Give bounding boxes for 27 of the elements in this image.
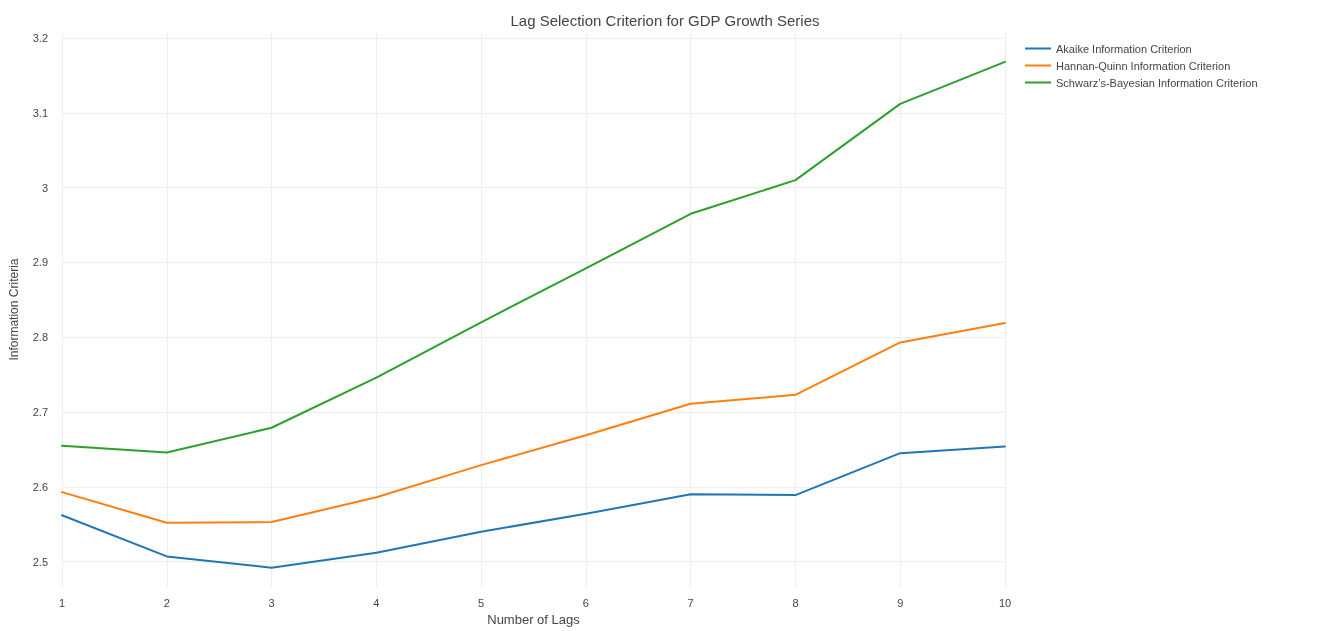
- line-series: [61, 60, 1006, 454]
- x-tick-label: 2: [163, 596, 170, 609]
- legend-label: Schwarz’s-Bayesian Information Criterion: [1056, 76, 1258, 89]
- legend-label: Akaike Information Criterion: [1056, 42, 1192, 55]
- x-tick-label: 6: [582, 596, 589, 609]
- x-tick-label: 8: [792, 596, 799, 609]
- y-tick-label: 2.7: [32, 406, 48, 419]
- legend-label: Hannan-Quinn Information Criterion: [1056, 59, 1231, 72]
- line-series: [61, 322, 1006, 524]
- x-tick-label: 9: [897, 596, 904, 609]
- y-tick-label: 3: [41, 181, 48, 194]
- line-series: [61, 445, 1006, 569]
- x-axis-title: Number of Lags: [487, 612, 581, 627]
- y-tick-label: 2.6: [32, 480, 48, 493]
- x-tick-label: 5: [478, 596, 485, 609]
- y-tick-label: 2.5: [32, 555, 48, 568]
- x-tick-label: 1: [58, 596, 66, 609]
- x-tick-label: 4: [373, 596, 380, 609]
- y-tick-label: 3.2: [32, 31, 48, 44]
- y-axis-title: Information Criteria: [7, 258, 21, 361]
- y-tick-label: 2.8: [32, 331, 48, 344]
- y-tick-label: 3.1: [32, 106, 48, 119]
- x-tick-label: 3: [268, 596, 275, 609]
- chart-title: Lag Selection Criterion for GDP Growth Series: [510, 12, 820, 29]
- y-tick-label: 2.9: [32, 256, 48, 269]
- x-tick-label: 10: [998, 596, 1012, 609]
- x-tick-label: 7: [687, 596, 694, 609]
